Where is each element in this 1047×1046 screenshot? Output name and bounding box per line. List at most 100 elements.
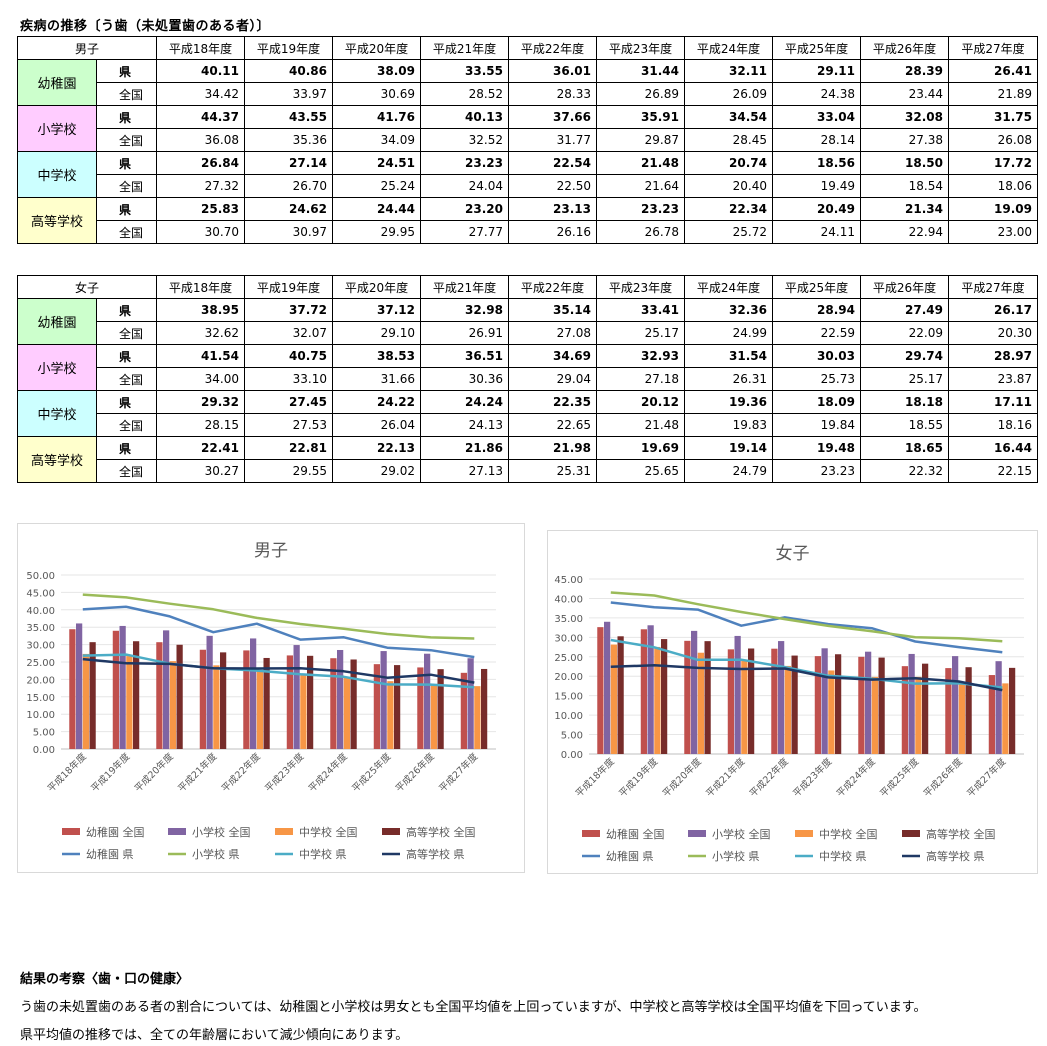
bar — [474, 686, 481, 749]
table-cell: 24.51 — [332, 151, 422, 175]
table-cell: 27.38 — [860, 128, 950, 152]
table-cell: 28.45 — [684, 128, 774, 152]
table-cell: 24.38 — [772, 82, 862, 106]
x-tick-label: 平成24年度 — [834, 755, 878, 799]
table-cell: 17.72 — [948, 151, 1039, 175]
table-row: 全国 30.70 30.97 29.95 27.77 26.16 26.78 25.72 24.… — [18, 220, 1039, 244]
table-cell: 32.07 — [244, 321, 334, 345]
table-cell: 31.54 — [684, 344, 774, 368]
table-cell: 33.04 — [772, 105, 862, 129]
bar — [82, 653, 89, 749]
school-level-label: 幼稚園 — [17, 59, 97, 106]
bar — [330, 658, 337, 749]
legend-label: 小学校 県 — [712, 849, 760, 863]
legend-swatch — [382, 828, 400, 835]
table-cell: 38.09 — [332, 59, 422, 83]
bar — [89, 642, 96, 749]
y-tick-label: 45.00 — [554, 575, 583, 586]
table-cell: 20.30 — [948, 321, 1039, 345]
table-cell: 35.36 — [244, 128, 334, 152]
table-cell: 28.97 — [948, 344, 1039, 368]
table-cell: 22.59 — [772, 321, 862, 345]
table-cell: 18.54 — [860, 174, 950, 198]
y-tick-label: 35.00 — [26, 623, 55, 634]
table-cell: 26.04 — [332, 413, 422, 437]
legend-swatch — [688, 830, 706, 837]
table-row: 全国 34.00 33.10 31.66 30.36 29.04 27.18 26.31 25.… — [18, 367, 1039, 391]
table-cell: 26.17 — [948, 298, 1039, 322]
table-cell: 21.86 — [420, 436, 510, 460]
table-cell: 36.08 — [156, 128, 246, 152]
bar — [988, 675, 996, 754]
table-cell: 27.18 — [596, 367, 686, 391]
table-cell: 26.78 — [596, 220, 686, 244]
table-row: 高等学校県 22.41 22.81 22.13 21.86 21.98 19.69 19.14… — [17, 436, 1039, 483]
bar — [747, 648, 755, 754]
bar — [393, 665, 401, 749]
table-cell: 24.22 — [332, 390, 422, 414]
y-tick-label: 0.00 — [33, 745, 55, 756]
table-cell: 25.31 — [508, 459, 598, 483]
bar — [373, 664, 381, 749]
bar — [771, 648, 778, 754]
bar — [286, 655, 294, 749]
table-header-year: 平成23年度 — [596, 275, 686, 299]
bar — [704, 641, 711, 754]
table-cell: 20.49 — [772, 197, 862, 221]
bar — [1002, 683, 1009, 754]
x-tick-label: 平成20年度 — [132, 750, 176, 794]
table-cell: 23.13 — [508, 197, 598, 221]
legend-swatch — [582, 830, 600, 837]
table-header-year: 平成27年度 — [948, 36, 1039, 60]
bar — [350, 659, 357, 749]
national-label: 全国 — [95, 174, 158, 198]
table-cell: 44.37 — [156, 105, 246, 129]
chart-girls: 女子 0.00 5.00 10.00 15.00 20.00 25.00 30.00 35.00… — [547, 530, 1038, 874]
table-cell: 18.09 — [772, 390, 862, 414]
x-tick-label: 平成26年度 — [393, 750, 437, 794]
bar — [684, 640, 691, 754]
bar — [727, 649, 735, 754]
series-line — [610, 591, 1003, 643]
y-tick-label: 5.00 — [33, 728, 55, 739]
prefecture-label: 県 — [95, 59, 158, 83]
school-level-label: 高等学校 — [17, 197, 97, 244]
table-row: 全国 32.62 32.07 29.10 26.91 27.08 25.17 24.99 22.… — [18, 321, 1039, 345]
table-cell: 34.69 — [508, 344, 598, 368]
bar — [858, 656, 865, 754]
table-cell: 22.15 — [948, 459, 1039, 483]
bar — [263, 657, 270, 749]
table-cell: 22.13 — [332, 436, 422, 460]
table-cell: 26.16 — [508, 220, 598, 244]
bar — [995, 661, 1002, 754]
table-cell: 25.73 — [772, 367, 862, 391]
table-cell: 27.32 — [156, 174, 246, 198]
table-cell: 26.70 — [244, 174, 334, 198]
table-header-year: 平成21年度 — [420, 275, 510, 299]
table-cell: 28.33 — [508, 82, 598, 106]
table-cell: 25.83 — [156, 197, 246, 221]
bar — [76, 623, 83, 749]
table-cell: 29.04 — [508, 367, 598, 391]
bar — [387, 681, 394, 749]
table-row: 中学校県 26.84 27.14 24.51 23.23 22.54 21.48 20.74 1… — [17, 151, 1039, 198]
bar — [306, 655, 314, 749]
bar — [952, 656, 959, 754]
x-tick-label: 平成23年度 — [790, 755, 834, 799]
bar — [112, 630, 120, 749]
legend-label: 小学校 県 — [192, 847, 240, 861]
series-line — [610, 664, 1003, 692]
table-cell: 20.40 — [684, 174, 774, 198]
table-header-year: 平成23年度 — [596, 36, 686, 60]
table-cell: 26.09 — [684, 82, 774, 106]
table-cell: 22.81 — [244, 436, 334, 460]
table-cell: 33.41 — [596, 298, 686, 322]
conclusion-line: 県平均値の推移では、全ての年齢層において減少傾向にあります。 — [20, 1028, 409, 1043]
bar — [480, 668, 488, 749]
y-tick-label: 25.00 — [26, 658, 55, 669]
bar — [958, 681, 965, 754]
table-cell: 22.94 — [860, 220, 950, 244]
table-cell: 29.95 — [332, 220, 422, 244]
table-cell: 32.62 — [156, 321, 246, 345]
bar — [163, 630, 170, 749]
